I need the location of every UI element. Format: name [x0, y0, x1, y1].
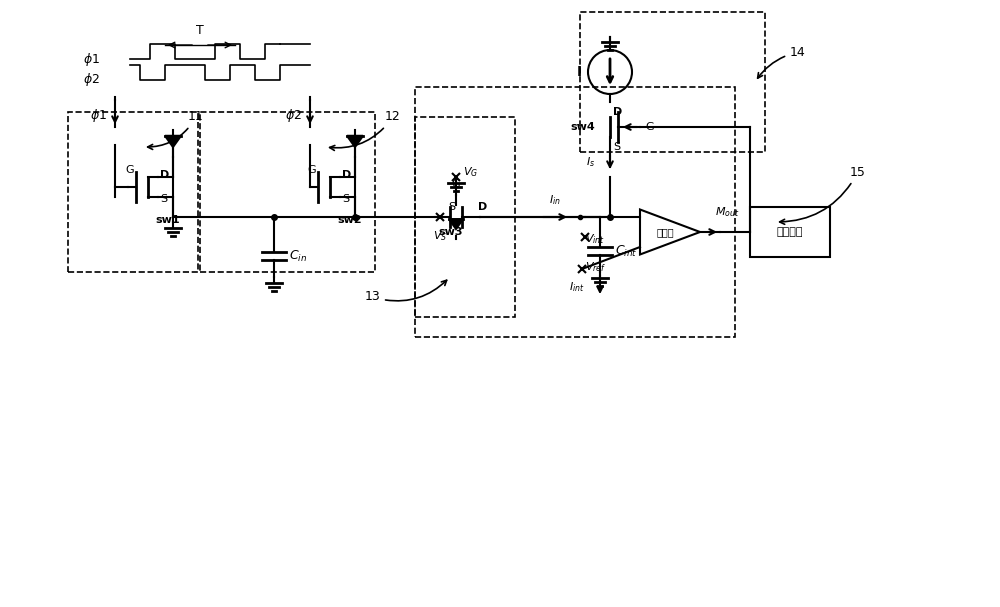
Polygon shape: [347, 136, 363, 147]
Text: $I_{in}$: $I_{in}$: [549, 193, 561, 207]
Text: $\phi$2: $\phi$2: [285, 106, 302, 123]
Text: sw2: sw2: [338, 215, 362, 225]
Text: T: T: [196, 24, 204, 37]
Text: 15: 15: [780, 166, 866, 225]
Text: I: I: [577, 65, 582, 79]
Text: $V_{ref}$: $V_{ref}$: [585, 260, 606, 274]
Text: $\phi$1: $\phi$1: [83, 50, 100, 67]
Text: S: S: [342, 194, 349, 204]
Text: $C_{int}$: $C_{int}$: [615, 243, 637, 259]
Text: 比较器: 比较器: [656, 227, 674, 237]
Text: S: S: [160, 194, 167, 204]
Text: sw3: sw3: [438, 227, 462, 237]
Polygon shape: [449, 219, 463, 229]
Text: 滤波电路: 滤波电路: [777, 227, 803, 237]
Text: $M_{out}$: $M_{out}$: [715, 205, 740, 219]
Text: G: G: [126, 165, 134, 175]
Text: $I_s$: $I_s$: [586, 155, 595, 169]
Text: S: S: [613, 142, 620, 152]
Text: G: G: [645, 122, 654, 132]
Text: 14: 14: [758, 46, 806, 78]
Text: $V_{int}$: $V_{int}$: [585, 232, 605, 246]
Text: D: D: [478, 202, 487, 212]
Bar: [750, 207, 830, 257]
Text: 11: 11: [148, 110, 204, 149]
Text: $\phi$2: $\phi$2: [83, 72, 100, 89]
Text: $V_G$: $V_G$: [463, 165, 478, 179]
Text: $I_{int}$: $I_{int}$: [569, 280, 585, 294]
Text: D: D: [613, 107, 622, 117]
Text: D: D: [160, 170, 169, 180]
Text: sw1: sw1: [156, 215, 180, 225]
Text: G: G: [308, 165, 316, 175]
Polygon shape: [640, 209, 700, 254]
Text: G: G: [452, 179, 460, 189]
Text: D: D: [342, 170, 351, 180]
Text: sw4: sw4: [570, 122, 595, 132]
Text: 13: 13: [364, 280, 447, 304]
Text: $\phi$1: $\phi$1: [90, 106, 107, 123]
Text: 12: 12: [330, 110, 401, 151]
Text: S: S: [448, 202, 455, 212]
Polygon shape: [165, 136, 181, 147]
Text: $C_{in}$: $C_{in}$: [289, 248, 307, 263]
Text: $V_S$: $V_S$: [433, 229, 447, 243]
